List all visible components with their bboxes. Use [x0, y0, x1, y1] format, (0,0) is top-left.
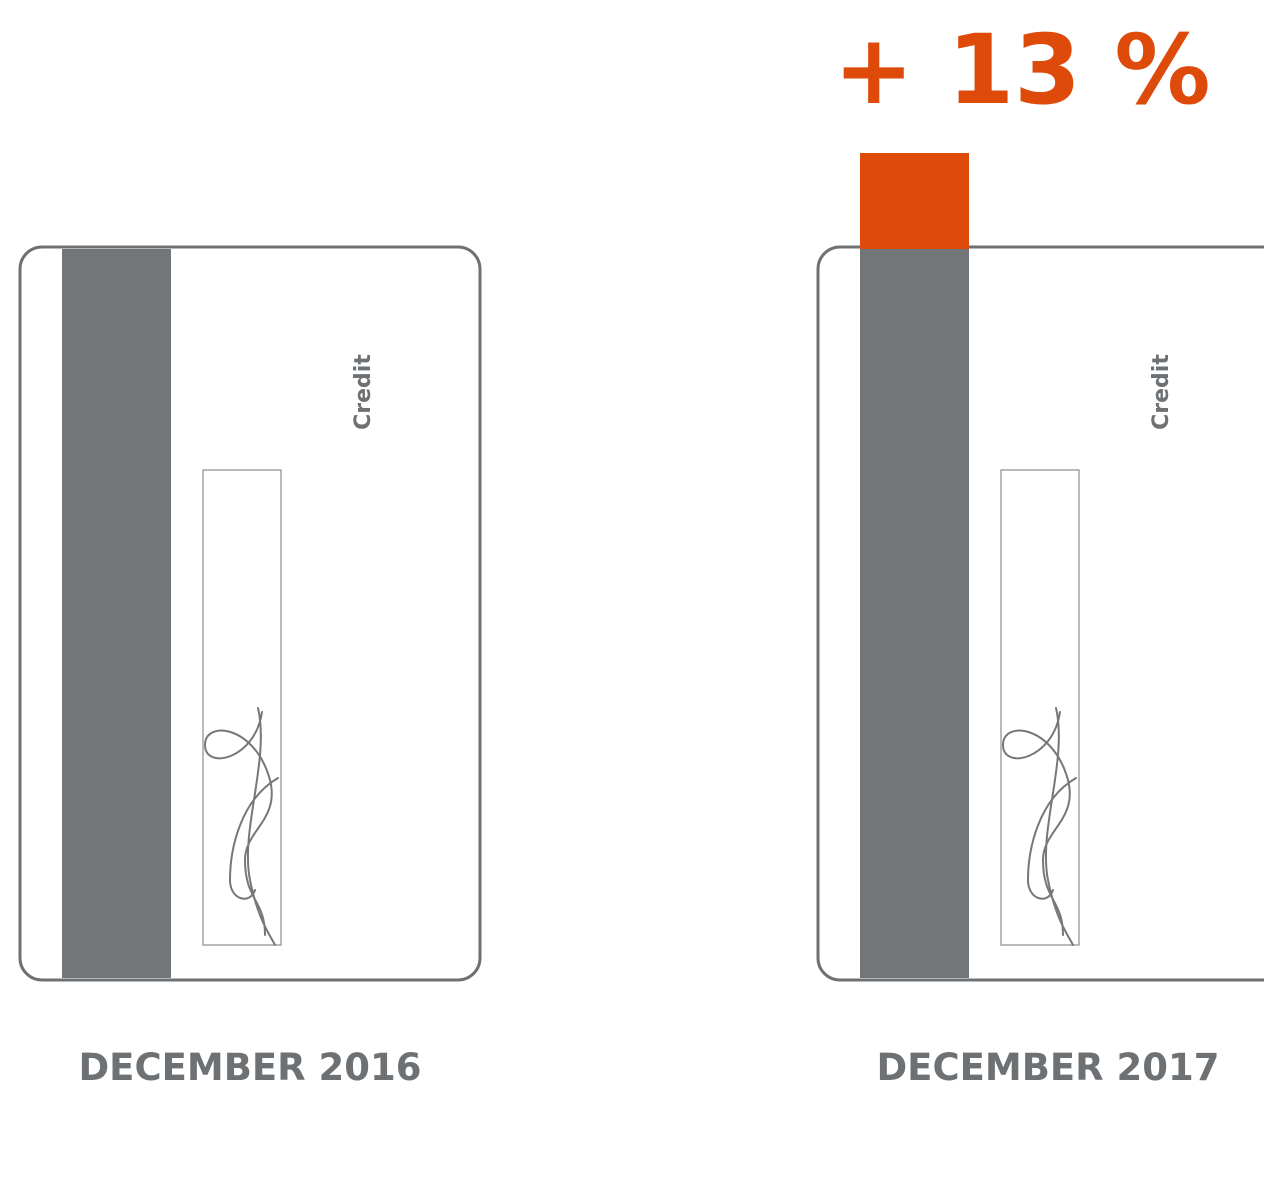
date-label: DECEMBER 2017: [876, 1046, 1219, 1089]
card: Credit: [20, 247, 480, 980]
growth-block: [860, 153, 969, 249]
magnetic-stripe: [62, 249, 171, 978]
page: + 13 % Credit DECEMBER 2016 Credit DECEM…: [0, 0, 1264, 1183]
card: Credit: [818, 153, 1264, 980]
card-label: Credit: [351, 354, 376, 430]
magnetic-stripe: [860, 249, 969, 978]
headline: + 13 %: [833, 14, 1210, 126]
card-label: Credit: [1149, 354, 1174, 430]
infographic: + 13 % Credit DECEMBER 2016 Credit DECEM…: [0, 0, 1264, 1183]
date-label: DECEMBER 2016: [78, 1046, 421, 1089]
